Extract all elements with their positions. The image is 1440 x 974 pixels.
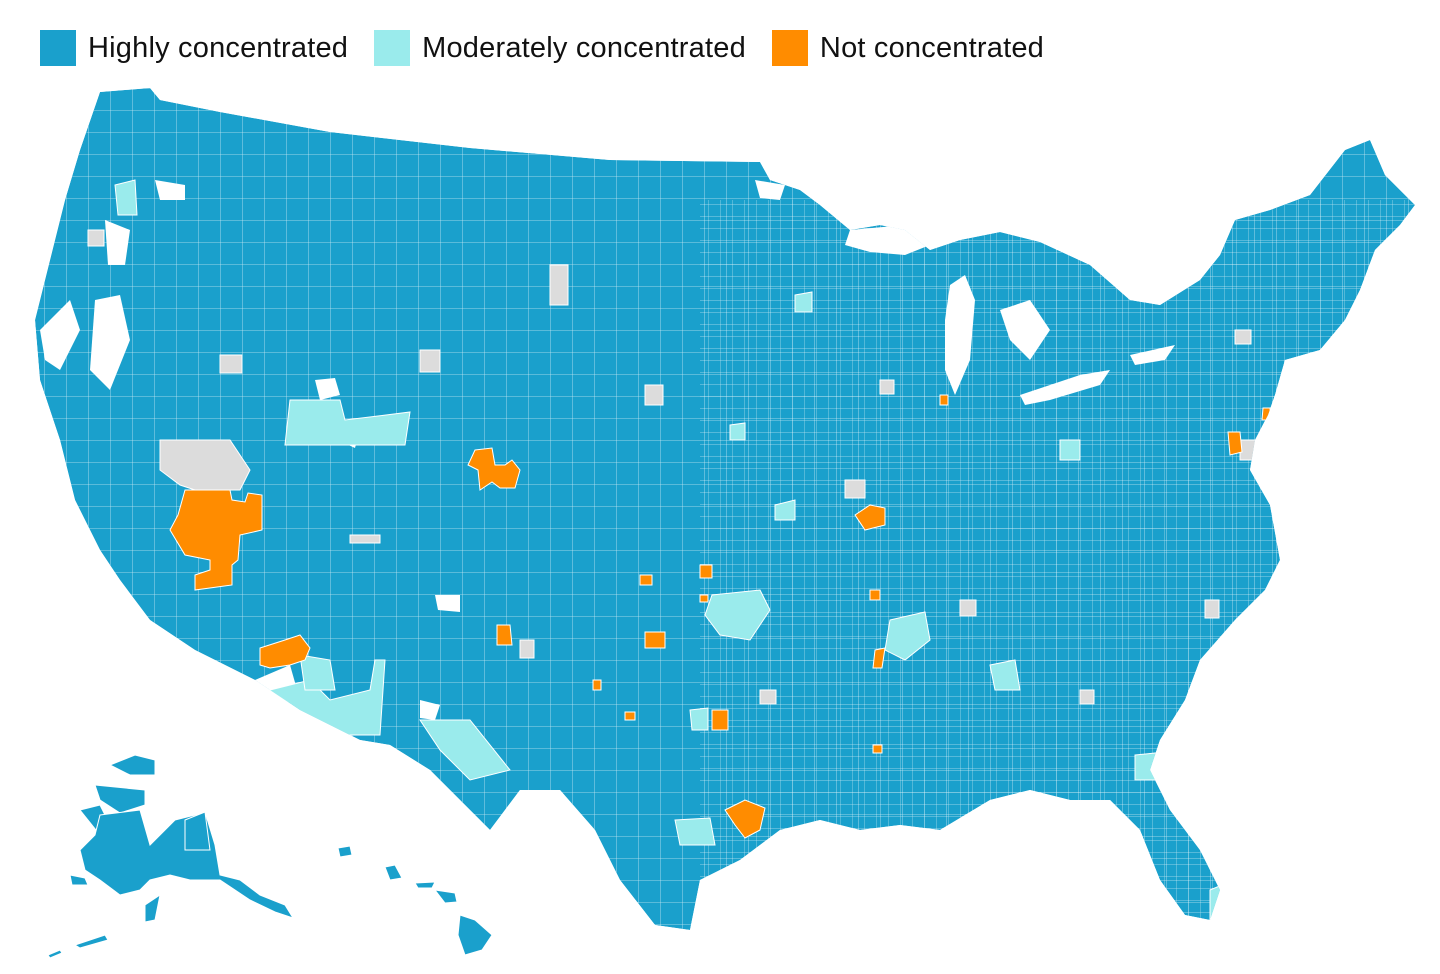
legend-item-not-concentrated: Not concentrated	[771, 30, 1044, 66]
moderately-concentrated-regions	[114, 179, 1223, 921]
legend-item-moderately-concentrated: Moderately concentrated	[374, 30, 746, 66]
legend-swatch-not	[771, 30, 808, 66]
legend-label: Highly concentrated	[88, 31, 349, 64]
legend-label: Not concentrated	[819, 31, 1044, 64]
mainland-us	[35, 88, 1415, 930]
map-legend: Highly concentrated Moderately concentra…	[40, 30, 1070, 66]
legend-item-highly-concentrated: Highly concentrated	[40, 30, 348, 66]
no-data-regions	[87, 229, 1257, 705]
legend-label: Moderately concentrated	[422, 31, 746, 64]
hawaii	[337, 845, 493, 956]
legend-swatch-moderate	[374, 30, 411, 66]
no-coverage-gaps	[40, 180, 785, 720]
legend-swatch-high	[40, 30, 76, 66]
alaska	[47, 754, 295, 959]
